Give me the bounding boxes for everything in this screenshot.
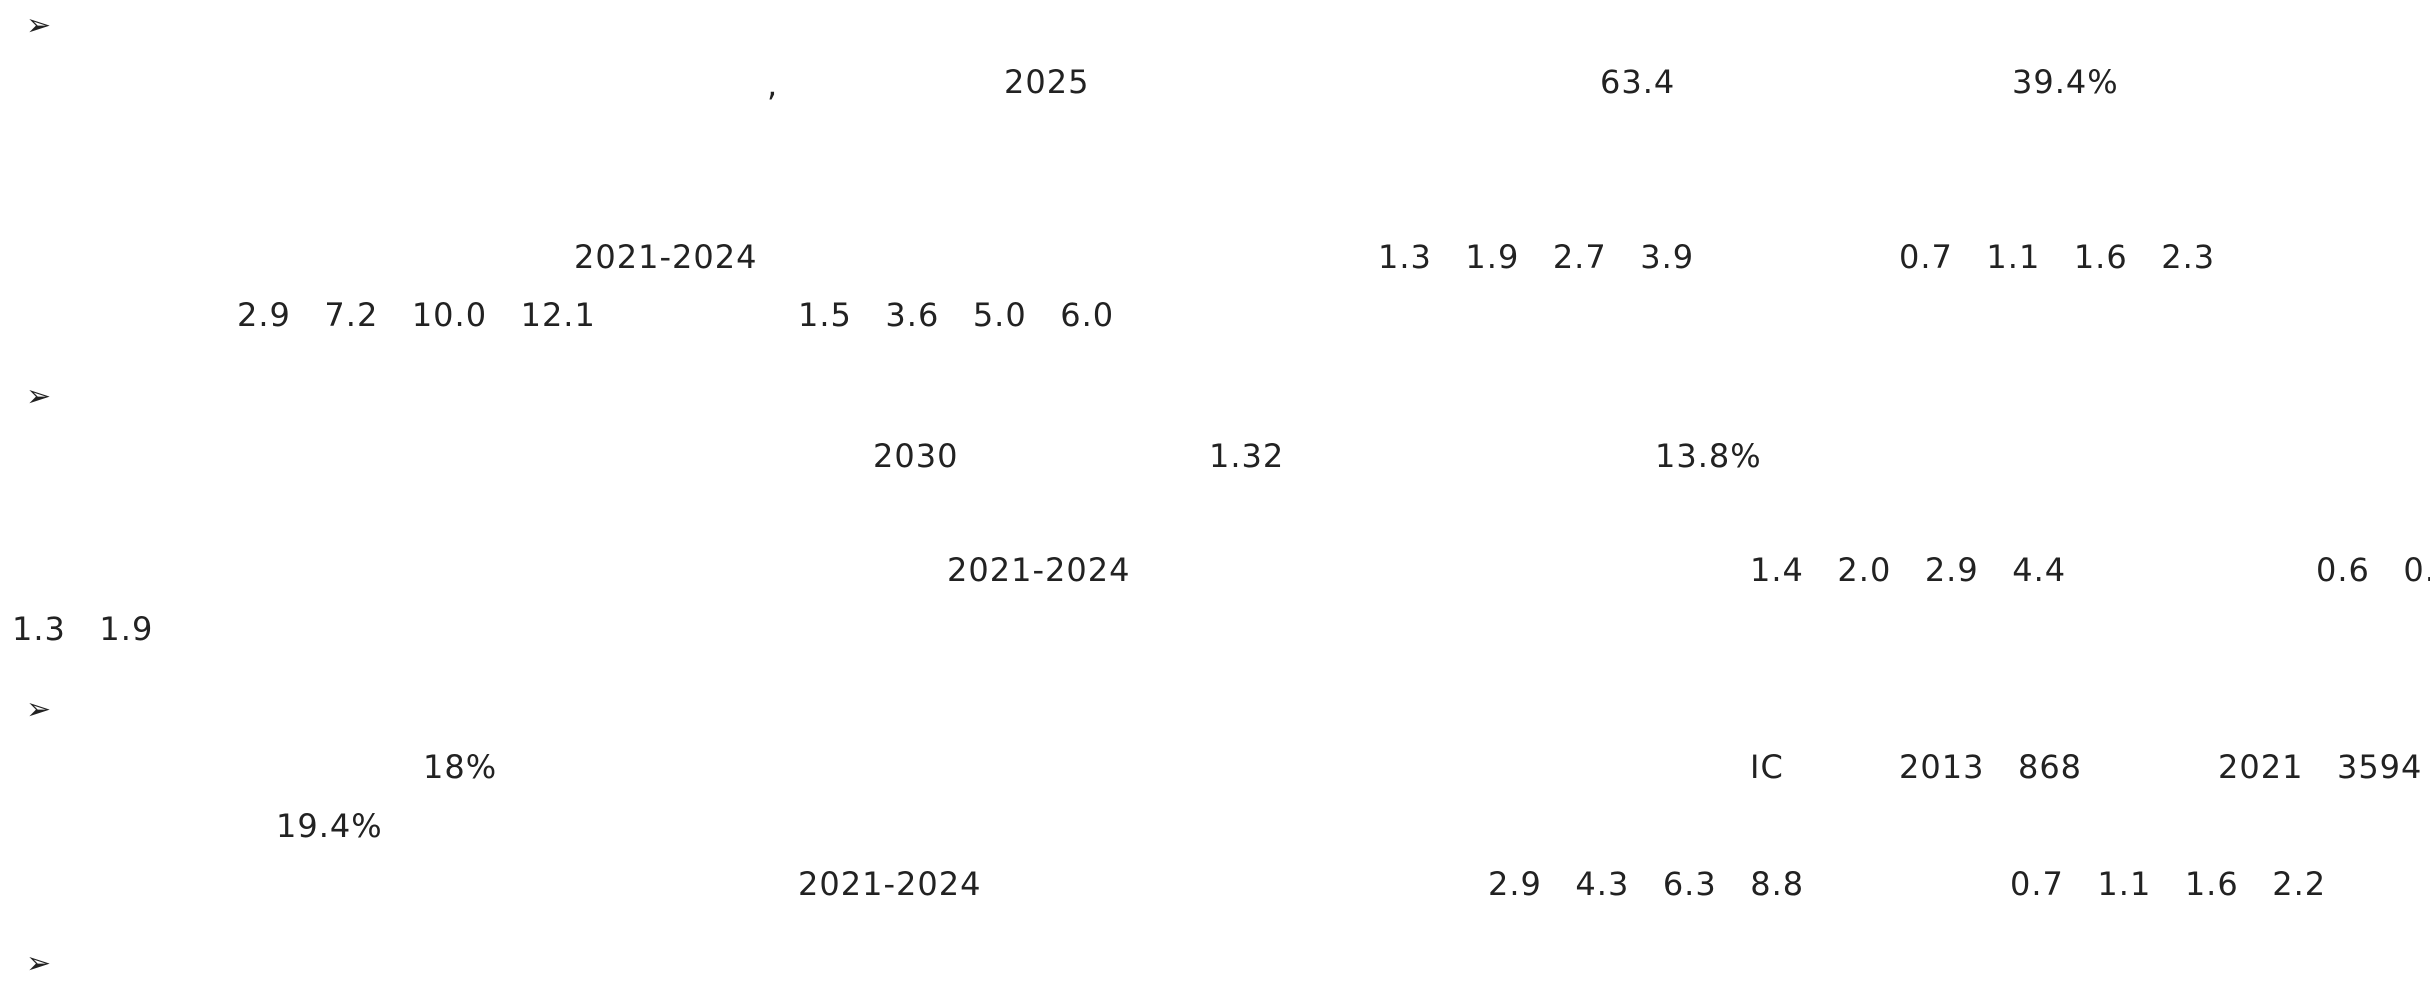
text-fragment: 2021-2024 [574,238,758,276]
text-fragment: 2021-2024 [947,551,1131,589]
bullet-marker: ➢ [26,946,53,981]
bullet-marker: ➢ [26,379,53,414]
text-fragment: 2030 [873,437,959,475]
text-fragment: 2.9 4.3 6.3 8.8 [1488,865,1805,903]
text-fragment: 2025 [1004,63,1090,101]
text-fragment: 1.3 1.9 [12,610,154,648]
text-fragment: IC [1750,748,1784,786]
text-fragment: 63.4 [1600,63,1676,101]
text-fragment: 2021-2024 [798,865,982,903]
bullet-marker: ➢ [26,692,53,727]
text-fragment: , [767,66,779,104]
text-fragment: 1.32 [1209,437,1285,475]
bullet-marker: ➢ [26,8,53,43]
text-fragment: 13.8% [1655,437,1762,475]
text-fragment: 2021 3594 [2218,748,2423,786]
text-fragment: 0.7 1.1 1.6 2.3 [1899,238,2216,276]
text-fragment: 39.4% [2012,63,2119,101]
text-fragment: 0.6 0.9 [2316,551,2430,589]
text-fragment: 1.3 1.9 2.7 3.9 [1378,238,1695,276]
text-fragment: 2013 868 [1899,748,2083,786]
text-fragment: 2.9 7.2 10.0 12.1 [237,296,596,334]
text-fragment: 0.7 1.1 1.6 2.2 [2010,865,2327,903]
text-fragment: 1.5 3.6 5.0 6.0 [798,296,1115,334]
text-fragment: 19.4% [276,807,383,845]
text-fragment: 1.4 2.0 2.9 4.4 [1750,551,2067,589]
text-fragment: 18% [423,748,498,786]
